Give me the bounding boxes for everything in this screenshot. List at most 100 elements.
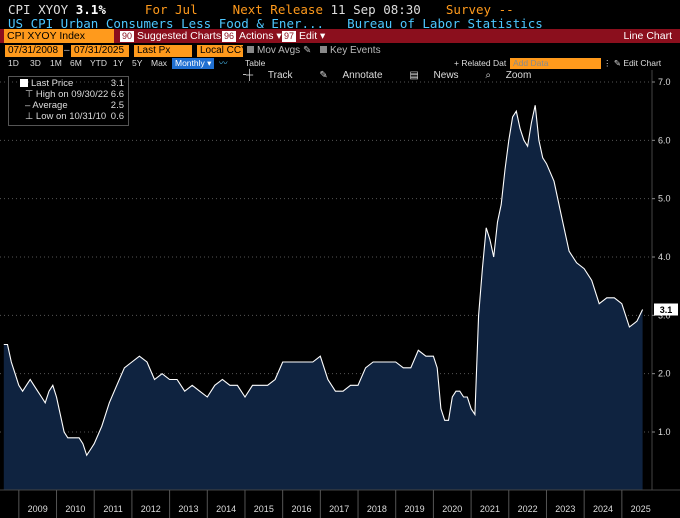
mov-avgs-label: Mov Avgs bbox=[257, 45, 301, 56]
last-price-marker: 3.1 bbox=[654, 303, 678, 316]
news-label: News bbox=[433, 70, 459, 81]
zoom-icon: ⌕ bbox=[485, 70, 494, 81]
legend-high-label: High on 09/30/22 bbox=[35, 89, 109, 100]
chart-type-label[interactable]: Line Chart bbox=[623, 30, 672, 42]
survey-label: Survey -- bbox=[445, 2, 514, 17]
low-icon: ⊥ bbox=[25, 111, 36, 122]
zoom-button[interactable]: ⌕ Zoom bbox=[485, 70, 543, 81]
y-tick-label: 5.0 bbox=[658, 194, 671, 204]
edit-chart-label: Edit Chart bbox=[623, 58, 662, 68]
menu-bar: CPI XYOY Index 90 Suggested Charts 96 Acti… bbox=[0, 29, 680, 43]
header-line: CPI XYOY 3.1% For Jul Next Release 11 Se… bbox=[8, 2, 514, 17]
last-price-label: 3.1 bbox=[660, 305, 673, 315]
x-tick-label: 2018 bbox=[367, 504, 387, 514]
x-tick-label: 2013 bbox=[178, 504, 198, 514]
last-price-box bbox=[654, 303, 678, 316]
range-5y[interactable]: 5Y bbox=[132, 58, 143, 68]
legend-low: ⊥ Low on 10/31/10 0.6 bbox=[25, 111, 126, 123]
field-select[interactable]: Last Px bbox=[134, 45, 192, 57]
x-tick-label: 2016 bbox=[291, 504, 311, 514]
x-tick-label: 2019 bbox=[405, 504, 425, 514]
x-tick-label: 2021 bbox=[480, 504, 500, 514]
track-button[interactable]: ╶┼ Track bbox=[240, 70, 305, 81]
legend-low-label: Low on 10/31/10 bbox=[35, 111, 107, 122]
data-source: Bureau of Labor Statistics bbox=[347, 16, 543, 31]
average-icon: ‒ bbox=[25, 100, 33, 111]
dropdown-icon: ▾ bbox=[317, 30, 326, 42]
currency-select[interactable]: Local CCY bbox=[197, 45, 248, 57]
legend-high-value: 6.6 bbox=[110, 89, 124, 100]
frequency-select[interactable]: Monthly ▾ bbox=[172, 58, 215, 69]
date-separator: – bbox=[64, 45, 70, 56]
range-3d[interactable]: 3D bbox=[30, 58, 41, 68]
chart-legend: Last Price 3.1 ⊤ High on 09/30/22 6.6 ‒ Av… bbox=[8, 76, 129, 126]
x-tick-label: 2015 bbox=[254, 504, 274, 514]
crosshair-icon: ╶┼ bbox=[240, 70, 256, 81]
range-max[interactable]: Max bbox=[151, 58, 168, 68]
checkbox-icon bbox=[320, 46, 327, 53]
annotate-label: Annotate bbox=[342, 70, 383, 81]
legend-low-value: 0.6 bbox=[110, 111, 124, 122]
zoom-label: Zoom bbox=[505, 70, 532, 81]
legend-average-label: Average bbox=[32, 100, 68, 111]
y-tick-label: 6.0 bbox=[658, 135, 671, 145]
x-tick-label: 2023 bbox=[555, 504, 575, 514]
edit-num: 97 bbox=[282, 31, 297, 42]
suggested-label: Suggested Charts bbox=[137, 30, 222, 42]
x-tick-label: 2010 bbox=[65, 504, 85, 514]
news-icon: ▤ bbox=[409, 70, 422, 81]
range-1d[interactable]: 1D bbox=[8, 58, 19, 68]
legend-last-value: 3.1 bbox=[110, 78, 124, 89]
suggested-charts-button[interactable]: 90 Suggested Charts bbox=[120, 29, 221, 43]
y-tick-label: 4.0 bbox=[658, 252, 671, 262]
chart-style-icon[interactable]: 〰 bbox=[219, 58, 228, 68]
x-axis: 2009 2010 2011 2012 2013 2014 2015 2016 2017 2018… bbox=[0, 489, 680, 518]
legend-high: ⊤ High on 09/30/22 6.6 bbox=[25, 89, 126, 101]
description-line: US CPI Urban Consumers Less Food & Ener.… bbox=[8, 16, 543, 31]
ticker-value: 3.1% bbox=[75, 2, 106, 17]
end-date-input[interactable]: 07/31/2025 bbox=[71, 45, 129, 57]
annotate-button[interactable]: ✎ Annotate bbox=[319, 70, 394, 81]
suggested-num: 90 bbox=[120, 31, 135, 42]
x-tick-label: 2024 bbox=[593, 504, 613, 514]
y-tick-label: 1.0 bbox=[658, 427, 671, 437]
release-time: 11 Sep 08:30 bbox=[330, 2, 421, 17]
annotate-icon: ✎ bbox=[319, 70, 331, 81]
mov-avgs-toggle[interactable]: Mov Avgs ✎ bbox=[247, 45, 311, 57]
checkbox-icon bbox=[247, 46, 254, 53]
actions-num: 96 bbox=[222, 31, 237, 42]
legend-last-label: Last Price bbox=[31, 78, 74, 89]
range-1y[interactable]: 1Y bbox=[113, 58, 124, 68]
legend-last: Last Price 3.1 bbox=[31, 78, 126, 90]
range-bar: 1D 3D 1M 6M YTD 1Y 5Y Max Monthly ▾ 〰 Ta… bbox=[0, 57, 680, 70]
pencil-icon: ✎ bbox=[300, 45, 312, 56]
period-label: For Jul bbox=[144, 2, 198, 17]
table-button[interactable]: Table bbox=[245, 58, 266, 68]
x-tick-label: 2017 bbox=[329, 504, 349, 514]
series-color-swatch[interactable] bbox=[20, 79, 28, 87]
add-data-input[interactable]: Add Data bbox=[510, 58, 601, 69]
edit-button[interactable]: 97 Edit ▾ bbox=[282, 29, 325, 43]
security-description: US CPI Urban Consumers Less Food & Ener.… bbox=[8, 16, 325, 31]
range-1m[interactable]: 1M bbox=[50, 58, 62, 68]
edit-label: Edit bbox=[299, 30, 318, 42]
legend-average-value: 2.5 bbox=[110, 100, 124, 111]
start-date-input[interactable]: 07/31/2008 bbox=[5, 45, 63, 57]
release-label: Next Release bbox=[232, 2, 323, 17]
y-axis: 1.02.03.04.05.06.07.0 bbox=[652, 77, 671, 437]
key-events-toggle[interactable]: Key Events bbox=[320, 45, 381, 57]
security-field[interactable]: CPI XYOY Index bbox=[4, 29, 114, 43]
chart-toolbar: ╶┼ Track ✎ Annotate ▤ News ⌕ Zoom bbox=[240, 70, 555, 81]
range-6m[interactable]: 6M bbox=[70, 58, 82, 68]
actions-button[interactable]: 96 Actions ▾ bbox=[222, 29, 282, 43]
x-tick-label: 2020 bbox=[442, 504, 462, 514]
range-ytd[interactable]: YTD bbox=[90, 58, 107, 68]
x-tick-label: 2009 bbox=[28, 504, 48, 514]
y-tick-label: 7.0 bbox=[658, 77, 671, 87]
x-tick-label: 2014 bbox=[216, 504, 236, 514]
related-data-button[interactable]: + Related Dat bbox=[454, 58, 507, 68]
news-button[interactable]: ▤ News bbox=[409, 70, 470, 81]
edit-chart-button[interactable]: ⋮ ✎ Edit Chart bbox=[603, 58, 661, 69]
x-tick-label: 2012 bbox=[141, 504, 161, 514]
